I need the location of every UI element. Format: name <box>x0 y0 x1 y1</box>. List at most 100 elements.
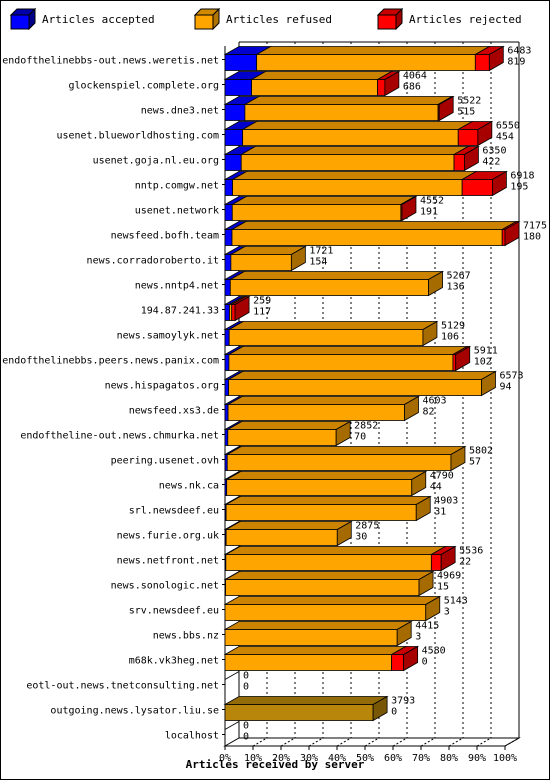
bar-refused-top <box>224 521 353 530</box>
value-label-accepted: 70 <box>354 432 366 443</box>
bar-end-face <box>440 545 456 572</box>
value-label-total: 4552 <box>420 196 444 207</box>
bar-end-face <box>404 395 419 422</box>
bar-refused-top <box>225 446 467 455</box>
x-tick-label: 20% <box>272 753 290 764</box>
y-category-label: usenet.network <box>135 206 219 217</box>
value-label-accepted: 0 <box>422 657 428 668</box>
grid-floor-line <box>280 737 296 747</box>
bar-end-face <box>372 695 388 722</box>
bar-refused-top <box>241 121 474 130</box>
value-label-total: 6483 <box>507 46 531 57</box>
value-label-accepted: 819 <box>507 57 525 68</box>
bar-rejected <box>430 554 442 571</box>
value-label-accepted: 422 <box>482 157 500 168</box>
value-label-accepted: 15 <box>437 582 449 593</box>
bar-end-face <box>290 245 306 272</box>
value-label-total: 4603 <box>422 396 446 407</box>
legend: Articles accepted Articles refused Artic… <box>10 6 540 32</box>
bar-end-face <box>384 70 400 97</box>
bar-refused <box>244 104 439 121</box>
value-label-accepted: 30 <box>355 532 367 543</box>
bar-refused-top <box>224 496 432 505</box>
value-label-total: 4790 <box>430 471 454 482</box>
grid-floor-line <box>504 737 520 747</box>
y-category-label: news.samoylyk.net <box>117 331 219 342</box>
value-label-accepted: 195 <box>510 182 528 193</box>
bar-refused <box>224 654 393 671</box>
bar-refused-top <box>227 321 439 330</box>
bar-accepted <box>224 79 253 96</box>
bar-rejected <box>391 654 405 671</box>
rejected-swatch-icon <box>377 8 403 30</box>
bar-refused-top <box>230 196 417 205</box>
grid-floor-line <box>364 737 380 747</box>
value-label-accepted: 0 <box>391 707 397 718</box>
y-category-label: news.nk.ca <box>159 481 219 492</box>
value-label-accepted: 180 <box>523 232 541 243</box>
bar-refused <box>229 279 429 296</box>
value-label-accepted: 102 <box>474 357 492 368</box>
bar-end-face <box>411 470 427 497</box>
bar-end-face <box>396 620 412 647</box>
value-label-accepted: 22 <box>459 557 471 568</box>
value-label-total: 5129 <box>441 321 465 332</box>
grid-floor-line <box>252 737 268 747</box>
bar-refused <box>230 254 292 271</box>
bar-refused <box>228 329 424 346</box>
value-label-total: 5267 <box>447 271 471 282</box>
bar-end-face <box>403 645 419 672</box>
value-label-accepted: 3 <box>415 632 421 643</box>
bar-end-face <box>401 195 417 222</box>
bar-refused-top <box>227 346 469 355</box>
bar-refused-top <box>224 571 435 580</box>
y-category-label: news.sonologic.net <box>111 581 219 592</box>
value-label-accepted: 191 <box>420 207 438 218</box>
value-label-total: 6550 <box>496 121 520 132</box>
value-label-accepted: 515 <box>457 107 475 118</box>
bar-end-face <box>428 270 443 297</box>
value-label-total: 4064 <box>403 71 427 82</box>
value-label-accepted: 31 <box>434 507 446 518</box>
value-label-accepted: 57 <box>469 457 481 468</box>
value-label-total: 7175 <box>523 221 547 232</box>
bar-accepted <box>224 129 244 146</box>
value-label-total: 5536 <box>459 546 483 557</box>
y-category-label: news.nntp4.net <box>135 281 219 292</box>
bar-end-face <box>422 320 438 347</box>
bar-refused-top <box>250 71 394 80</box>
bar-refused <box>232 179 463 196</box>
grid-floor-line <box>476 737 492 747</box>
value-label-total: 5143 <box>444 596 468 607</box>
bar-refused <box>227 429 337 446</box>
bar-rejected <box>453 154 465 171</box>
bar-refused-top <box>239 146 470 155</box>
y-category-label: endoftheline-out.news.chmurka.net <box>20 431 219 442</box>
value-label-total: 5522 <box>457 96 481 107</box>
y-category-label: outgoing.news.lysator.liu.se <box>50 706 219 717</box>
value-label-accepted: 82 <box>422 407 434 418</box>
bar-refused <box>231 229 503 246</box>
bar-refused <box>225 579 420 596</box>
legend-item-accepted: Articles accepted <box>10 6 155 32</box>
bar-refused <box>224 629 398 646</box>
value-label-total: 6918 <box>510 171 534 182</box>
empty-bar-edge <box>224 671 240 680</box>
bar-refused-top <box>226 421 352 430</box>
value-label-accepted: 454 <box>496 132 514 143</box>
y-category-label: news.netfront.net <box>117 556 219 567</box>
bar-rejected <box>231 304 236 321</box>
value-label-accepted: 0 <box>243 682 249 693</box>
grid-floor-line <box>448 737 464 747</box>
y-category-label: newsfeed.bofh.team <box>111 231 219 242</box>
bar-refused-top <box>223 646 408 655</box>
bar-refused-top <box>223 596 442 605</box>
empty-bar-edge <box>224 721 240 730</box>
bar-end-face <box>477 120 493 147</box>
bar-refused-top <box>225 471 428 480</box>
y-category-label: eotl-out.news.tnetconsulting.net <box>26 681 219 692</box>
value-label-accepted: 117 <box>253 307 271 318</box>
bar-accepted <box>224 379 230 396</box>
x-tick-label: 100% <box>493 753 517 764</box>
